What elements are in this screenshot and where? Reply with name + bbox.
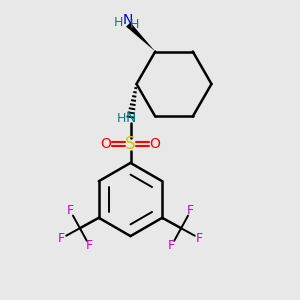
Text: O: O [100,137,111,151]
Text: N: N [123,13,134,27]
Text: F: F [86,239,93,252]
Text: F: F [187,204,194,217]
Text: F: F [67,204,74,217]
Polygon shape [126,22,155,52]
Text: F: F [58,232,65,245]
Text: F: F [168,239,175,252]
Text: H: H [130,18,140,31]
Text: H: H [114,16,123,28]
Text: F: F [196,232,203,245]
Text: S: S [125,135,136,153]
Text: N: N [125,111,136,125]
Text: O: O [150,137,160,151]
Text: H: H [117,112,126,125]
